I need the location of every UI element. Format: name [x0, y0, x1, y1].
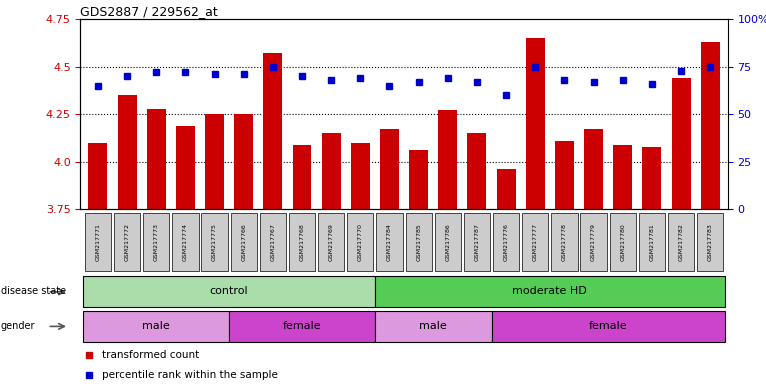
Text: GSM217773: GSM217773	[154, 223, 159, 261]
Text: GDS2887 / 229562_at: GDS2887 / 229562_at	[80, 5, 218, 18]
Text: GSM217783: GSM217783	[708, 223, 712, 261]
Text: GSM217775: GSM217775	[212, 223, 217, 261]
FancyBboxPatch shape	[552, 213, 578, 271]
FancyBboxPatch shape	[85, 213, 111, 271]
Bar	[147, 109, 165, 209]
FancyBboxPatch shape	[114, 213, 140, 271]
Text: GSM217768: GSM217768	[300, 223, 305, 261]
Text: control: control	[210, 286, 248, 296]
Bar	[643, 147, 661, 209]
FancyBboxPatch shape	[83, 311, 229, 342]
Text: GSM217769: GSM217769	[329, 223, 334, 261]
Bar	[293, 145, 312, 209]
Text: GSM217767: GSM217767	[270, 223, 275, 261]
FancyBboxPatch shape	[231, 213, 257, 271]
Bar	[525, 38, 545, 209]
FancyBboxPatch shape	[172, 213, 198, 271]
Bar	[176, 126, 195, 209]
Bar	[496, 169, 516, 209]
FancyBboxPatch shape	[143, 213, 169, 271]
Text: GSM217785: GSM217785	[416, 223, 421, 261]
FancyBboxPatch shape	[376, 213, 403, 271]
Text: GSM217784: GSM217784	[387, 223, 392, 261]
Bar	[234, 114, 254, 209]
Bar	[264, 53, 283, 209]
Bar	[614, 145, 632, 209]
Text: GSM217770: GSM217770	[358, 223, 363, 261]
Bar	[672, 78, 690, 209]
FancyBboxPatch shape	[405, 213, 432, 271]
Bar	[584, 129, 603, 209]
FancyBboxPatch shape	[201, 213, 228, 271]
FancyBboxPatch shape	[229, 311, 375, 342]
FancyBboxPatch shape	[83, 276, 375, 307]
Text: male: male	[142, 321, 170, 331]
Text: female: female	[283, 321, 321, 331]
Bar	[555, 141, 574, 209]
Text: GSM217772: GSM217772	[125, 223, 129, 261]
Text: GSM217777: GSM217777	[533, 223, 538, 261]
Text: gender: gender	[1, 321, 35, 331]
FancyBboxPatch shape	[610, 213, 636, 271]
FancyBboxPatch shape	[375, 276, 725, 307]
Text: GSM217771: GSM217771	[96, 223, 100, 261]
Text: disease state: disease state	[1, 286, 66, 296]
Text: moderate HD: moderate HD	[512, 286, 588, 296]
FancyBboxPatch shape	[434, 213, 461, 271]
Text: GSM217780: GSM217780	[620, 223, 625, 261]
Text: GSM217779: GSM217779	[591, 223, 596, 261]
Bar	[380, 129, 399, 209]
Text: GSM217766: GSM217766	[241, 223, 246, 261]
Text: GSM217774: GSM217774	[183, 223, 188, 261]
FancyBboxPatch shape	[492, 311, 725, 342]
Text: transformed count: transformed count	[103, 350, 200, 360]
FancyBboxPatch shape	[375, 311, 492, 342]
Bar	[118, 95, 136, 209]
FancyBboxPatch shape	[581, 213, 607, 271]
Bar	[438, 111, 457, 209]
Text: percentile rank within the sample: percentile rank within the sample	[103, 370, 278, 380]
FancyBboxPatch shape	[347, 213, 374, 271]
Text: GSM217787: GSM217787	[474, 223, 480, 261]
FancyBboxPatch shape	[668, 213, 694, 271]
Bar	[88, 143, 107, 209]
Bar	[322, 133, 341, 209]
Bar	[205, 114, 224, 209]
FancyBboxPatch shape	[260, 213, 286, 271]
Bar	[701, 42, 720, 209]
Text: female: female	[589, 321, 627, 331]
FancyBboxPatch shape	[464, 213, 490, 271]
Text: GSM217776: GSM217776	[503, 223, 509, 261]
Bar	[351, 143, 370, 209]
Text: GSM217781: GSM217781	[650, 223, 654, 261]
Text: GSM217782: GSM217782	[679, 223, 683, 261]
FancyBboxPatch shape	[522, 213, 548, 271]
Text: GSM217778: GSM217778	[562, 223, 567, 261]
Bar	[467, 133, 486, 209]
FancyBboxPatch shape	[697, 213, 723, 271]
FancyBboxPatch shape	[639, 213, 665, 271]
FancyBboxPatch shape	[289, 213, 315, 271]
FancyBboxPatch shape	[493, 213, 519, 271]
Text: male: male	[419, 321, 447, 331]
Bar	[409, 151, 428, 209]
FancyBboxPatch shape	[318, 213, 344, 271]
Text: GSM217786: GSM217786	[445, 223, 450, 261]
